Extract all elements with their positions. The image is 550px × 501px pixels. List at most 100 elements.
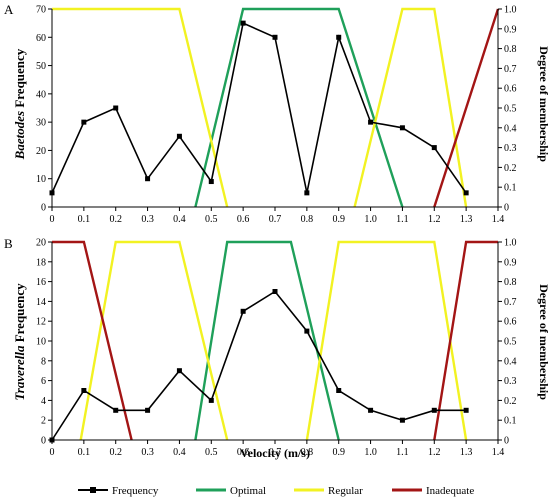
series-line-optimal (194, 240, 340, 441)
legend-label-regular: Regular (328, 485, 363, 497)
data-point-frequency (176, 133, 182, 139)
y-tick-label: 12 (36, 317, 46, 328)
y-tick-label: 0 (41, 203, 46, 214)
data-point-frequency (176, 368, 182, 374)
x-tick-label: 0 (50, 447, 55, 458)
y2-tick-label: 1.0 (504, 5, 517, 16)
data-point-frequency (336, 34, 342, 40)
y2-tick-label: 0.1 (504, 416, 517, 427)
data-point-frequency (145, 407, 151, 413)
data-point-frequency (463, 190, 469, 196)
data-point-frequency (431, 407, 437, 413)
x-tick-label: 0.6 (237, 214, 250, 225)
y-axis-label: Baetodes Frequency (12, 48, 27, 160)
x-tick-label: 0.9 (332, 214, 345, 225)
series-line-regular (353, 7, 468, 208)
data-point-frequency (304, 190, 310, 196)
y2-tick-label: 0.7 (504, 297, 517, 308)
x-tick-label: 1.4 (492, 214, 505, 225)
y2-tick-label: 0.5 (504, 104, 517, 115)
y2-tick-label: 0.3 (504, 143, 517, 154)
legend-marker-frequency (90, 487, 96, 493)
data-point-frequency (208, 397, 214, 403)
x-tick-label: 1.1 (396, 447, 409, 458)
data-point-frequency (304, 328, 310, 334)
x-tick-label: 0.2 (109, 447, 122, 458)
y2-tick-label: 0.9 (504, 24, 517, 35)
y-tick-label: 20 (36, 238, 46, 249)
data-point-frequency (336, 388, 342, 393)
x-tick-label: 0.3 (141, 214, 154, 225)
legend-item-inadequate: Inadequate (392, 485, 474, 497)
legend-item-frequency: Frequency (78, 485, 159, 497)
series-line-regular (52, 7, 229, 208)
y-tick-label: 8 (41, 356, 46, 367)
legend-label-inadequate: Inadequate (426, 485, 474, 497)
y2-tick-label: 0.8 (504, 44, 517, 55)
legend: Frequency Optimal Regular Inadequate (78, 485, 474, 497)
x-tick-label: 0.8 (301, 214, 314, 225)
y2-axis-label: Degree of membership (537, 46, 550, 162)
y-tick-label: 6 (41, 376, 46, 387)
y-tick-label: 14 (36, 297, 46, 308)
data-point-frequency (145, 176, 151, 182)
y2-tick-label: 0.5 (504, 337, 517, 348)
series-line-frequency (51, 290, 467, 441)
x-axis-label: Velocity (m/s) (240, 446, 310, 460)
y2-tick-label: 0.4 (504, 356, 517, 367)
x-tick-label: 1.4 (492, 447, 505, 458)
x-tick-label: 0.5 (205, 447, 218, 458)
x-tick-label: 1.1 (396, 214, 409, 225)
y-tick-label: 10 (36, 174, 46, 185)
series-line-inadequate (433, 8, 500, 208)
x-tick-label: 0.7 (269, 447, 282, 458)
data-point-frequency (272, 289, 278, 294)
x-tick-label: 1.3 (460, 214, 473, 225)
y-tick-label: 0 (41, 436, 46, 447)
y-tick-label: 50 (36, 61, 46, 72)
y-tick-label: 60 (36, 33, 46, 44)
x-tick-label: 0.4 (173, 447, 186, 458)
y-tick-label: 20 (36, 146, 46, 157)
y-tick-label: 16 (36, 277, 46, 288)
data-point-frequency (81, 388, 87, 393)
data-point-frequency (368, 119, 374, 125)
y-axis-label: Traverella Frequency (12, 283, 27, 401)
y2-tick-label: 0.6 (504, 84, 517, 95)
x-tick-label: 1.0 (364, 214, 377, 225)
data-point-frequency (81, 119, 87, 125)
y-tick-label: 70 (36, 5, 46, 16)
series-line-inadequate (52, 240, 133, 441)
data-point-frequency (208, 179, 214, 185)
y2-tick-label: 0.6 (504, 317, 517, 328)
x-tick-label: 1.2 (428, 447, 441, 458)
data-point-frequency (399, 125, 405, 131)
series-line-frequency (51, 21, 467, 194)
y-tick-label: 2 (41, 416, 46, 427)
legend-label-optimal: Optimal (230, 485, 266, 497)
x-tick-label: 0.4 (173, 214, 186, 225)
data-point-frequency (240, 308, 246, 314)
y2-tick-label: 0 (504, 436, 509, 447)
x-tick-label: 1.3 (460, 447, 473, 458)
legend-label-frequency: Frequency (112, 485, 159, 497)
panel-label: B (4, 236, 13, 251)
y2-tick-label: 0.7 (504, 64, 517, 75)
x-tick-label: 0.6 (237, 447, 250, 458)
panel-label: A (4, 2, 14, 17)
legend-item-regular: Regular (294, 485, 363, 497)
data-point-frequency (272, 34, 278, 40)
y-tick-label: 18 (36, 257, 46, 268)
y-tick-label: 40 (36, 89, 46, 100)
data-point-frequency (399, 417, 405, 423)
data-point-frequency (240, 20, 246, 26)
series-line-optimal (194, 7, 404, 208)
y2-tick-label: 1.0 (504, 238, 517, 249)
data-point-frequency (113, 105, 119, 111)
data-point-frequency (431, 145, 437, 151)
data-point-frequency (463, 407, 469, 413)
x-tick-label: 0.8 (301, 447, 314, 458)
y2-tick-label: 0.2 (504, 396, 517, 407)
y2-tick-label: 0.8 (504, 277, 517, 288)
